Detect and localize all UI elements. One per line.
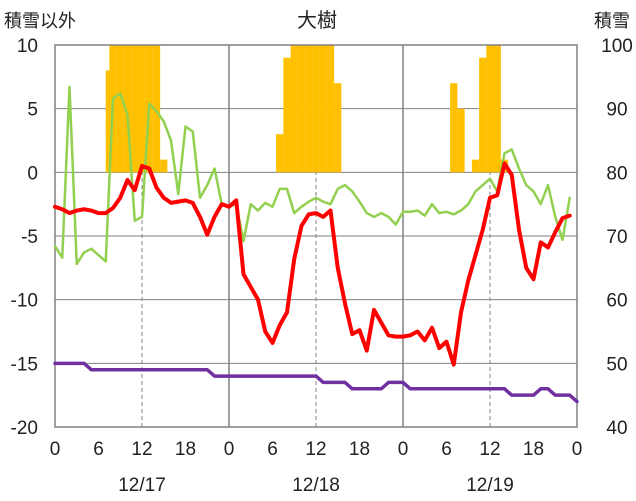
plot-frame xyxy=(54,44,578,428)
precip-bar xyxy=(138,45,146,173)
x-axis-tick-label: 6 xyxy=(267,439,278,460)
chart-title: 大樹 xyxy=(297,9,337,32)
right-axis-tick-label: 100 xyxy=(601,36,633,57)
right-axis-tick-label: 70 xyxy=(606,227,627,248)
precip-bar xyxy=(471,159,480,173)
precip-bar xyxy=(326,45,335,173)
x-axis-tick-label: 18 xyxy=(349,439,370,460)
precip-bar xyxy=(152,45,161,173)
x-axis-tick-label: 12 xyxy=(131,439,152,460)
x-axis-tick-label: 0 xyxy=(398,439,409,460)
left-axis-tick-label: -10 xyxy=(11,291,38,312)
x-axis-tick-label: 12 xyxy=(305,439,326,460)
precip-bar xyxy=(116,45,124,173)
left-axis-tick-label: -20 xyxy=(11,418,38,439)
x-axis-tick-label: 18 xyxy=(523,439,544,460)
x-axis-tick-label: 0 xyxy=(50,439,61,460)
precip-bar xyxy=(160,159,168,173)
precip-bar xyxy=(305,45,313,173)
precip-bar xyxy=(312,45,320,173)
x-axis-tick-label: 18 xyxy=(175,439,196,460)
right-axis-tick-label: 50 xyxy=(606,354,627,375)
right-axis-tick-label: 40 xyxy=(606,418,627,439)
day-label: 12/19 xyxy=(466,475,514,496)
day-label: 12/18 xyxy=(292,475,340,496)
x-axis-tick-label: 6 xyxy=(93,439,104,460)
left-axis-tick-label: -15 xyxy=(11,354,38,375)
precip-bar xyxy=(131,45,139,173)
precip-bar xyxy=(319,45,327,173)
x-axis-tick-label: 12 xyxy=(479,439,500,460)
left-axis-label: 積雪以外 xyxy=(4,11,76,31)
x-axis-tick-label: 6 xyxy=(441,439,452,460)
right-axis-tick-label: 80 xyxy=(606,163,627,184)
precip-bar xyxy=(276,134,284,173)
precip-bar xyxy=(290,45,298,173)
right-axis-tick-label: 90 xyxy=(606,100,627,121)
day-label: 12/17 xyxy=(118,475,166,496)
dewpoint-line xyxy=(53,85,571,266)
left-axis-tick-label: 5 xyxy=(27,100,38,121)
temperature-line xyxy=(53,161,572,367)
precip-bar xyxy=(493,45,501,173)
precip-bar xyxy=(283,57,291,173)
x-axis-tick-label: 0 xyxy=(572,439,583,460)
right-axis-tick-label: 60 xyxy=(606,291,627,312)
precip-bar xyxy=(123,45,132,173)
precip-bar xyxy=(297,45,306,173)
precip-bar xyxy=(334,83,342,173)
left-axis-tick-label: 0 xyxy=(27,163,38,184)
left-axis-tick-label: 10 xyxy=(17,36,38,57)
left-axis-tick-label: -5 xyxy=(21,227,38,248)
precip-bar xyxy=(486,45,494,173)
precip-bar xyxy=(479,57,487,173)
x-axis-tick-label: 0 xyxy=(224,439,235,460)
precip-bar xyxy=(457,108,465,173)
snow-depth-line xyxy=(53,361,579,404)
precip-bar xyxy=(450,83,458,173)
right-axis-label: 積雪 xyxy=(594,11,630,31)
